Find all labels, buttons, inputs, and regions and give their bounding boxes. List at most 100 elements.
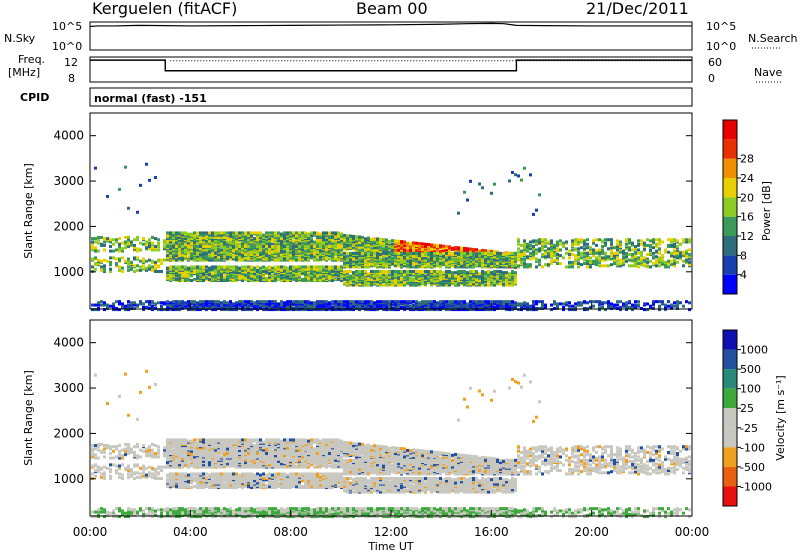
power-cell	[328, 301, 331, 305]
power-cell	[112, 238, 115, 242]
power-cell	[244, 300, 247, 304]
power-cell	[520, 249, 523, 253]
power-cell	[322, 231, 325, 235]
power-cell	[505, 273, 508, 277]
power-cell	[433, 251, 436, 255]
power-cell	[94, 262, 97, 266]
power-cell	[187, 308, 190, 312]
power-cell	[118, 247, 121, 251]
power-cell	[316, 239, 319, 243]
power-cell	[208, 245, 211, 249]
power-cell	[307, 272, 310, 276]
power-cell	[145, 246, 148, 250]
power-cell	[463, 246, 466, 250]
power-cell	[304, 257, 307, 261]
power-cell	[223, 300, 226, 304]
power-cell	[370, 304, 373, 308]
power-cell	[433, 243, 436, 247]
power-cell	[184, 276, 187, 280]
power-cell	[364, 305, 367, 309]
power-cell	[256, 238, 259, 242]
power-cell	[244, 305, 247, 309]
frequency-series	[90, 59, 692, 72]
power-cell	[493, 300, 496, 304]
power-cell	[295, 265, 298, 269]
power-cell	[346, 272, 349, 276]
power-cell	[337, 231, 340, 235]
power-cell	[352, 257, 355, 261]
power-cell	[415, 262, 418, 266]
power-cell	[367, 302, 370, 306]
power-cell	[94, 248, 97, 252]
power-cell	[412, 241, 415, 245]
power-cell	[352, 308, 355, 312]
power-cell	[385, 262, 388, 266]
power-cell	[460, 276, 463, 280]
power-cell	[355, 255, 358, 259]
power-cell	[448, 300, 451, 304]
power-cell	[445, 272, 448, 276]
power-cell	[508, 300, 511, 304]
power-cell	[109, 238, 112, 242]
power-cell	[202, 252, 205, 256]
power-cell	[172, 245, 175, 249]
power-cell	[367, 283, 370, 287]
power-cell	[241, 304, 244, 308]
power-cell	[292, 235, 295, 239]
power-cell	[169, 303, 172, 307]
power-cell	[505, 281, 508, 285]
power-cell	[229, 231, 232, 235]
power-cell	[382, 269, 385, 273]
power-cell	[346, 251, 349, 255]
power-cell	[163, 241, 166, 245]
power-cell	[118, 237, 121, 241]
power-cell	[208, 254, 211, 258]
power-cell	[94, 308, 97, 312]
power-cell	[265, 245, 268, 249]
power-cell	[142, 308, 145, 312]
power-cell	[226, 301, 229, 305]
power-cell	[406, 263, 409, 267]
noise-ytick-bottom-left: 10^0	[52, 40, 82, 53]
power-cell	[178, 300, 181, 304]
power-cell	[115, 240, 118, 244]
power-cell	[460, 265, 463, 269]
power-cell	[163, 245, 166, 249]
power-cell	[487, 249, 490, 253]
power-cell	[247, 272, 250, 276]
power-cell	[124, 304, 127, 308]
power-cell	[193, 231, 196, 235]
power-cell	[274, 247, 277, 251]
power-cell	[520, 302, 523, 306]
power-cell	[280, 252, 283, 256]
power-cell	[142, 257, 145, 261]
power-cell	[283, 245, 286, 249]
power-cell	[190, 232, 193, 236]
power-cell	[244, 248, 247, 252]
power-cell	[199, 247, 202, 251]
power-cell	[142, 259, 145, 263]
power-cell	[331, 279, 334, 283]
power-cell	[235, 231, 238, 235]
power-cell	[184, 254, 187, 258]
power-cell	[94, 256, 97, 260]
power-cell	[103, 266, 106, 270]
power-cell	[409, 304, 412, 308]
power-cell	[319, 245, 322, 249]
power-cell	[370, 269, 373, 273]
power-cell	[424, 269, 427, 273]
power-cell	[226, 251, 229, 255]
power-cell	[262, 245, 265, 249]
power-cell	[352, 283, 355, 287]
power-cell	[475, 269, 478, 273]
power-cell	[412, 251, 415, 255]
power-cell	[355, 300, 358, 304]
power-cell	[109, 256, 112, 260]
power-cell	[454, 300, 457, 304]
frequency-ytick-bottom-left: 8	[68, 72, 75, 85]
power-cell	[454, 274, 457, 278]
power-cell	[430, 279, 433, 283]
power-cell	[145, 300, 148, 304]
power-cell	[268, 231, 271, 235]
power-cell	[475, 248, 478, 252]
